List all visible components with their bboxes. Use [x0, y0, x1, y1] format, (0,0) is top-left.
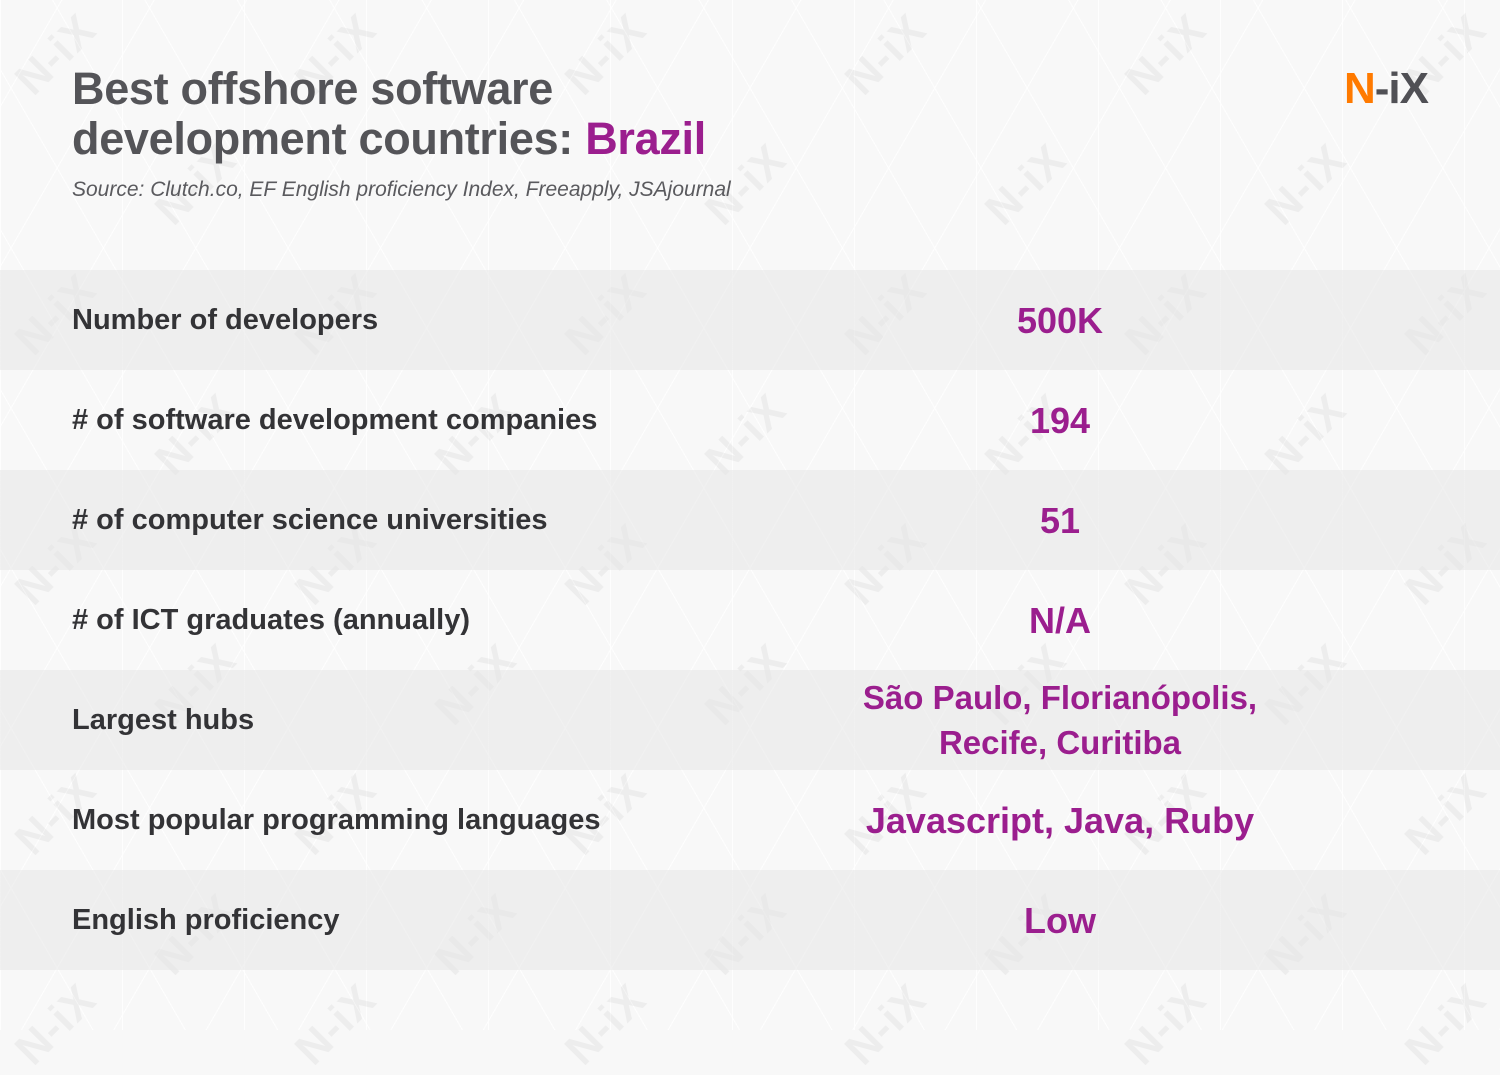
table-row: # of ICT graduates (annually) N/A: [0, 570, 1500, 670]
title-country: Brazil: [585, 113, 706, 164]
logo-rest: -iX: [1374, 64, 1429, 113]
logo-n: N: [1343, 64, 1376, 113]
title-line2: development countries:: [72, 113, 586, 164]
row-value: Low: [1024, 899, 1096, 941]
row-value: São Paulo, Florianópolis, Recife, Curiti…: [760, 675, 1360, 765]
table-row: Most popular programming languages Javas…: [0, 770, 1500, 870]
row-value: Javascript, Java, Ruby: [865, 799, 1255, 841]
row-value: 194: [1029, 399, 1091, 441]
source-citation: Source: Clutch.co, EF English proficienc…: [72, 178, 731, 201]
row-label: # of software development companies: [72, 403, 598, 436]
stats-table: Number of developers 500K # of software …: [0, 270, 1500, 970]
page-header: Best offshore software development count…: [72, 64, 731, 202]
row-label: English proficiency: [72, 903, 340, 936]
title-line1: Best offshore software: [72, 63, 553, 114]
table-row: Largest hubs São Paulo, Florianópolis, R…: [0, 670, 1500, 770]
row-label: # of ICT graduates (annually): [72, 603, 470, 636]
table-row: Number of developers 500K: [0, 270, 1500, 370]
row-label: Largest hubs: [72, 703, 255, 736]
table-row: English proficiency Low: [0, 870, 1500, 970]
n-ix-logo: N-iX: [1343, 64, 1429, 114]
row-label: # of computer science universities: [72, 503, 548, 536]
row-label: Number of developers: [72, 303, 379, 336]
row-value: 51: [1039, 499, 1081, 541]
row-value: 500K: [1016, 299, 1104, 341]
row-value: N/A: [1029, 599, 1091, 641]
table-row: # of software development companies 194: [0, 370, 1500, 470]
page-title: Best offshore software development count…: [72, 64, 731, 164]
row-label: Most popular programming languages: [72, 803, 601, 836]
table-row: # of computer science universities 51: [0, 470, 1500, 570]
row-value-line1: São Paulo, Florianópolis,: [862, 679, 1258, 716]
row-value-line2: Recife, Curitiba: [938, 724, 1182, 761]
